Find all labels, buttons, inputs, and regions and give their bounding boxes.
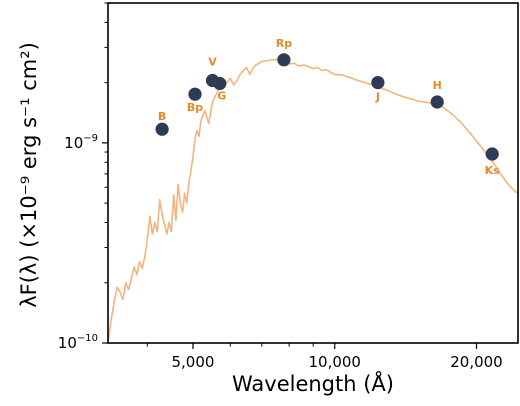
band-label-b: B bbox=[158, 110, 166, 123]
band-label-h: H bbox=[433, 79, 442, 92]
data-point-ks bbox=[485, 147, 499, 161]
data-point-j bbox=[371, 76, 385, 90]
x-tick-label: 10,000 bbox=[308, 353, 361, 371]
x-tick-label: 5,000 bbox=[172, 353, 215, 371]
data-point-h bbox=[430, 95, 444, 109]
band-label-g: G bbox=[217, 90, 226, 103]
axis-ticks: 5,000 10,000 20,000 10−10 10−9 bbox=[58, 2, 503, 371]
band-label-ks: Ks bbox=[485, 164, 501, 177]
band-label-v: V bbox=[208, 56, 217, 69]
y-tick-label: 10−10 bbox=[58, 333, 98, 352]
model-spectrum-line bbox=[107, 58, 519, 344]
data-point-b bbox=[155, 122, 169, 136]
band-label-rp: Rp bbox=[276, 37, 292, 50]
plot-frame bbox=[107, 2, 519, 344]
data-point-bp bbox=[188, 87, 202, 101]
y-axis-label: λF(λ) (×10⁻⁹ erg s⁻¹ cm²) bbox=[17, 42, 41, 308]
plot-content: B Bp V G Rp J H Ks bbox=[107, 37, 519, 344]
y-tick-label: 10−9 bbox=[64, 133, 98, 152]
x-tick-label: 20,000 bbox=[450, 353, 503, 371]
band-label-j: J bbox=[375, 91, 380, 104]
x-axis-label: Wavelength (Å) bbox=[232, 370, 394, 396]
data-point-g bbox=[213, 76, 227, 91]
band-label-bp: Bp bbox=[187, 101, 203, 114]
data-point-rp bbox=[277, 53, 291, 67]
